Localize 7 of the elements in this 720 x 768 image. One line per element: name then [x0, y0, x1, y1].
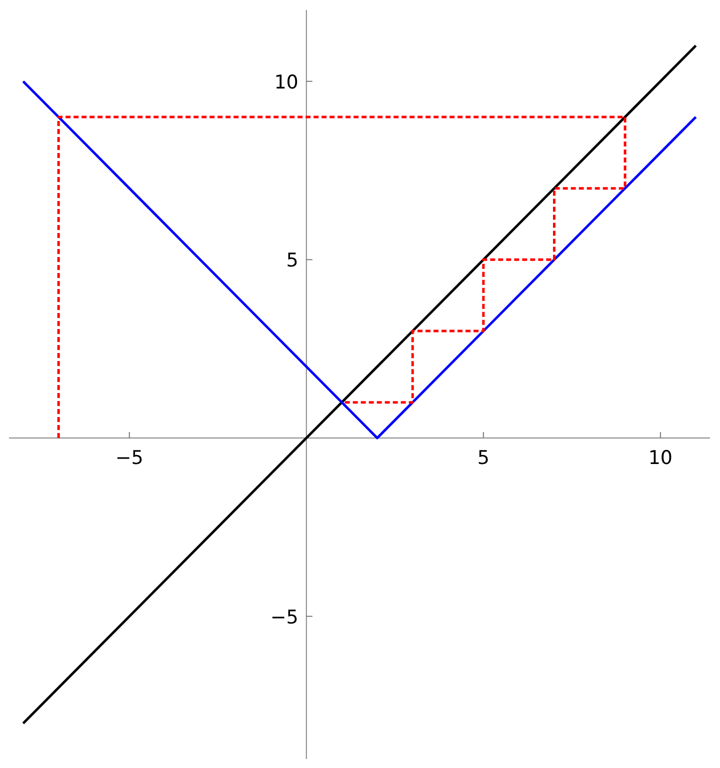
- y-tick-label: −5: [270, 606, 298, 628]
- x-tick-label: −5: [115, 447, 144, 469]
- y-tick-label: 5: [286, 250, 298, 272]
- line-series: [57, 116, 626, 440]
- x-tick-label: 5: [477, 447, 490, 469]
- y-tick-label: 10: [274, 71, 298, 94]
- x-tick-label: 10: [648, 447, 673, 469]
